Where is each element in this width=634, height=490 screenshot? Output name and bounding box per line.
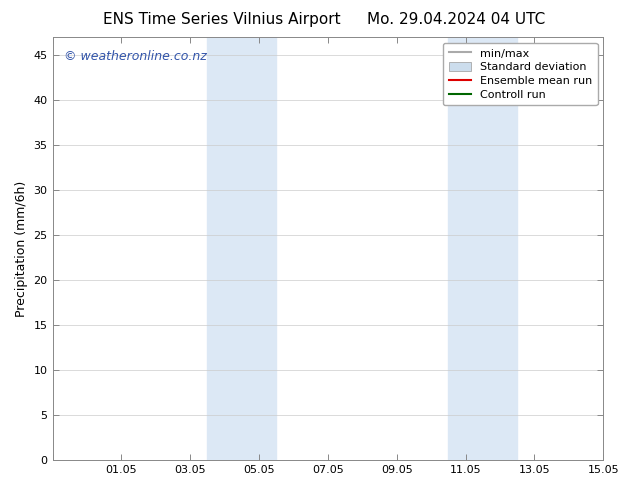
Bar xyxy=(207,37,276,460)
Text: ENS Time Series Vilnius Airport: ENS Time Series Vilnius Airport xyxy=(103,12,340,27)
Y-axis label: Precipitation (mm/6h): Precipitation (mm/6h) xyxy=(15,180,28,317)
Bar xyxy=(448,37,517,460)
Text: © weatheronline.co.nz: © weatheronline.co.nz xyxy=(63,50,206,63)
Legend: min/max, Standard deviation, Ensemble mean run, Controll run: min/max, Standard deviation, Ensemble me… xyxy=(443,43,598,105)
Text: Mo. 29.04.2024 04 UTC: Mo. 29.04.2024 04 UTC xyxy=(367,12,546,27)
